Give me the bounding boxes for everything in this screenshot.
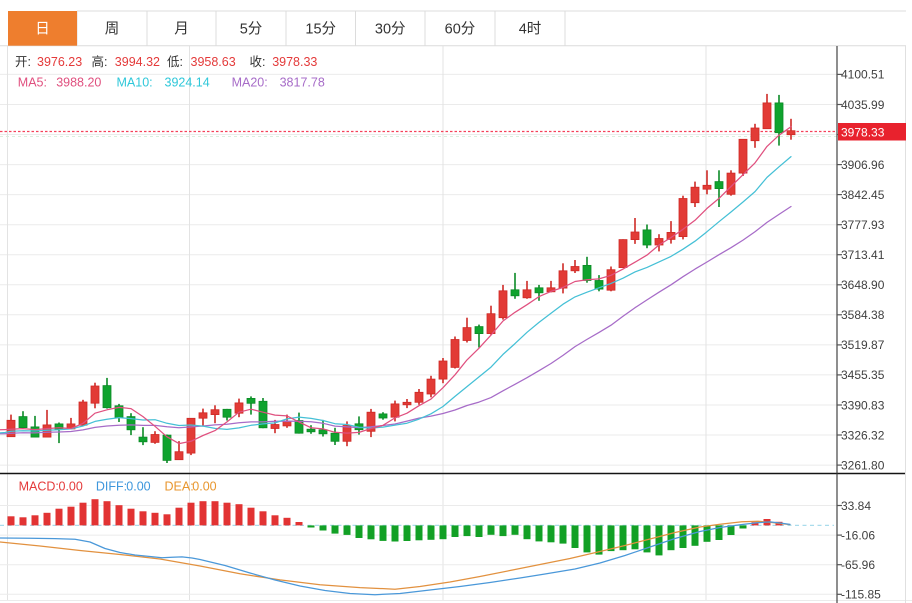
svg-text:30分: 30分 [375, 21, 406, 38]
svg-text:3842.45: 3842.45 [841, 188, 885, 202]
svg-text:高:: 高: [92, 54, 108, 69]
svg-text:0.00: 0.00 [126, 480, 150, 494]
svg-text:月: 月 [174, 22, 189, 38]
svg-text:-65.96: -65.96 [841, 558, 875, 572]
svg-text:周: 周 [105, 22, 120, 38]
svg-text:4035.99: 4035.99 [841, 98, 885, 112]
svg-text:-115.85: -115.85 [841, 588, 881, 602]
svg-text:0.00: 0.00 [59, 480, 83, 494]
svg-text:3648.90: 3648.90 [841, 278, 885, 292]
svg-text:开:: 开: [15, 55, 31, 69]
svg-text:收:: 收: [250, 55, 266, 69]
svg-text:MA10:: MA10: [117, 75, 153, 89]
svg-text:DEA:: DEA: [165, 480, 194, 494]
svg-text:MA5:: MA5: [18, 75, 47, 89]
svg-text:3994.32: 3994.32 [115, 55, 160, 69]
svg-text:3958.63: 3958.63 [191, 55, 236, 69]
svg-text:3988.20: 3988.20 [56, 75, 101, 89]
svg-text:4时: 4时 [519, 21, 542, 38]
svg-text:3978.33: 3978.33 [841, 125, 885, 139]
svg-text:3817.78: 3817.78 [280, 75, 325, 89]
svg-text:33.84: 33.84 [841, 499, 871, 513]
svg-text:3976.23: 3976.23 [37, 55, 82, 69]
svg-text:60分: 60分 [445, 21, 476, 38]
svg-text:3978.33: 3978.33 [272, 55, 317, 69]
svg-text:3777.93: 3777.93 [841, 218, 885, 232]
svg-text:低:: 低: [167, 55, 183, 69]
svg-text:0.00: 0.00 [192, 480, 216, 494]
svg-text:MA20:: MA20: [232, 75, 268, 89]
svg-text:MACD:: MACD: [19, 480, 59, 494]
svg-text:3519.87: 3519.87 [841, 338, 885, 352]
svg-text:3326.32: 3326.32 [841, 428, 885, 442]
svg-text:3924.14: 3924.14 [165, 75, 210, 89]
svg-text:4100.51: 4100.51 [841, 68, 885, 82]
svg-text:3713.41: 3713.41 [841, 248, 885, 262]
svg-text:-16.06: -16.06 [841, 528, 875, 542]
svg-text:5分: 5分 [240, 21, 263, 38]
svg-text:3906.96: 3906.96 [841, 158, 885, 172]
svg-text:日: 日 [35, 22, 50, 38]
svg-text:3584.38: 3584.38 [841, 308, 885, 322]
svg-text:15分: 15分 [305, 21, 336, 38]
svg-text:DIFF:: DIFF: [96, 480, 127, 494]
svg-text:3261.80: 3261.80 [841, 458, 885, 472]
svg-text:3390.83: 3390.83 [841, 398, 885, 412]
svg-text:3455.35: 3455.35 [841, 368, 885, 382]
